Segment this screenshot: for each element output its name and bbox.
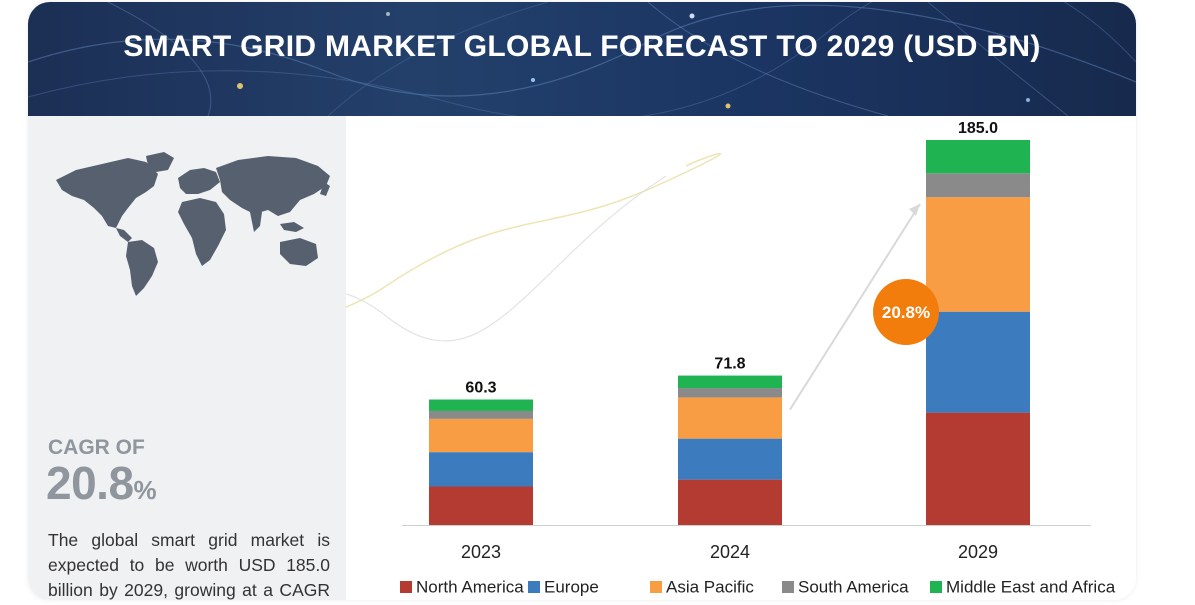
infographic-card: SMART GRID MARKET GLOBAL FORECAST TO 202… bbox=[28, 2, 1136, 600]
bar-segment bbox=[429, 399, 533, 411]
growth-arrow-line bbox=[789, 203, 921, 411]
bar-total-label: 71.8 bbox=[714, 356, 745, 373]
growth-badge-label: 20.8% bbox=[882, 303, 930, 322]
bar-segment bbox=[678, 375, 782, 389]
bar-segment bbox=[926, 197, 1030, 312]
bar-segment bbox=[926, 173, 1030, 198]
x-tick-label: 2024 bbox=[710, 542, 750, 562]
chart-title: SMART GRID MARKET GLOBAL FORECAST TO 202… bbox=[123, 30, 1041, 63]
bar-segment bbox=[926, 311, 1030, 413]
x-tick-label: 2023 bbox=[461, 542, 501, 562]
bar-segment bbox=[429, 418, 533, 453]
cagr-label: CAGR OF bbox=[48, 436, 145, 459]
cagr-percent-sign: % bbox=[133, 475, 157, 505]
legend-label: South America bbox=[798, 578, 909, 597]
bar-total-label: 185.0 bbox=[958, 120, 998, 137]
bar-segment bbox=[678, 388, 782, 398]
cagr-number: 20.8 bbox=[46, 457, 134, 509]
banner-network-decoration bbox=[28, 2, 1136, 116]
title-banner: SMART GRID MARKET GLOBAL FORECAST TO 202… bbox=[28, 2, 1136, 116]
market-description: The global smart grid market is expected… bbox=[48, 530, 330, 600]
legend-label: Europe bbox=[544, 578, 599, 597]
bar-segment bbox=[429, 452, 533, 487]
legend-label: North America bbox=[416, 578, 524, 597]
bar-segment bbox=[926, 140, 1030, 174]
legend-swatch bbox=[528, 581, 540, 593]
world-map-icon bbox=[56, 152, 330, 296]
stacked-bar-chart: 60.3 2023 71.8 2024 185.0 2029 20.8% North Amer… bbox=[346, 120, 1116, 597]
bar-segment bbox=[678, 397, 782, 439]
chart-panel: 60.3 2023 71.8 2024 185.0 2029 20.8% North Amer… bbox=[346, 116, 1136, 600]
growth-arrowhead bbox=[909, 204, 920, 216]
bar-segment bbox=[926, 412, 1030, 525]
legend-swatch bbox=[930, 581, 942, 593]
bar-total-label: 60.3 bbox=[465, 380, 496, 397]
legend-swatch bbox=[650, 581, 662, 593]
growth-badge bbox=[873, 279, 939, 345]
legend-label: Asia Pacific bbox=[666, 578, 754, 597]
bar-segment bbox=[678, 438, 782, 480]
decorative-curve bbox=[346, 152, 722, 308]
bar-segment bbox=[429, 486, 533, 525]
bar-segment bbox=[678, 479, 782, 525]
summary-panel: CAGR OF 20.8% The global smart grid mark… bbox=[28, 116, 346, 600]
cagr-value: 20.8% bbox=[46, 456, 157, 510]
bar-segment bbox=[429, 410, 533, 419]
decorative-curve bbox=[346, 175, 667, 342]
legend-swatch bbox=[782, 581, 794, 593]
legend-swatch bbox=[400, 581, 412, 593]
legend-label: Middle East and Africa bbox=[946, 578, 1116, 597]
x-tick-label: 2029 bbox=[958, 542, 998, 562]
